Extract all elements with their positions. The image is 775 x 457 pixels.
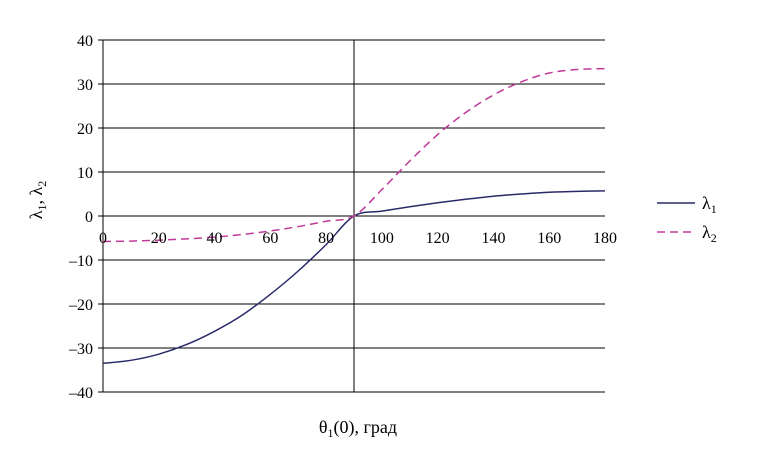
y-tick-label: 40 (77, 33, 93, 50)
legend-label-lambda2: λ2 (702, 222, 717, 245)
x-tick-label: 60 (262, 230, 278, 247)
x-tick-label: 160 (537, 230, 561, 247)
x-tick-label: 0 (99, 230, 107, 247)
y-tick-label: 10 (77, 165, 93, 182)
x-tick-label: 100 (370, 230, 394, 247)
y-tick-label: 0 (85, 209, 93, 226)
x-tick-labels: 0 20 40 60 80 100 120 140 160 180 (99, 230, 617, 247)
y-tick-label: 20 (77, 121, 93, 138)
series-line-lambda2 (102, 67, 606, 243)
y-tick-label: –30 (68, 341, 93, 358)
x-tick-label: 140 (481, 230, 505, 247)
y-tick-label: 30 (77, 77, 93, 94)
y-tick-label: –10 (68, 253, 93, 270)
legend: λ1 λ2 (657, 193, 717, 245)
x-tick-label: 80 (318, 230, 334, 247)
y-tick-label: –20 (68, 297, 93, 314)
y-tick-label: –40 (68, 385, 93, 402)
x-tick-label: 180 (593, 230, 617, 247)
x-tick-label: 40 (207, 230, 223, 247)
series-lines (102, 67, 606, 365)
x-tick-label: 20 (151, 230, 167, 247)
x-axis-label: θ1(0), град (319, 417, 397, 440)
x-tick-label: 120 (426, 230, 450, 247)
y-axis-label: λ1, λ2 (26, 181, 49, 219)
y-tick-labels: 40 30 20 10 0 –10 –20 –30 –40 (68, 33, 93, 402)
legend-label-lambda1: λ1 (702, 193, 717, 216)
